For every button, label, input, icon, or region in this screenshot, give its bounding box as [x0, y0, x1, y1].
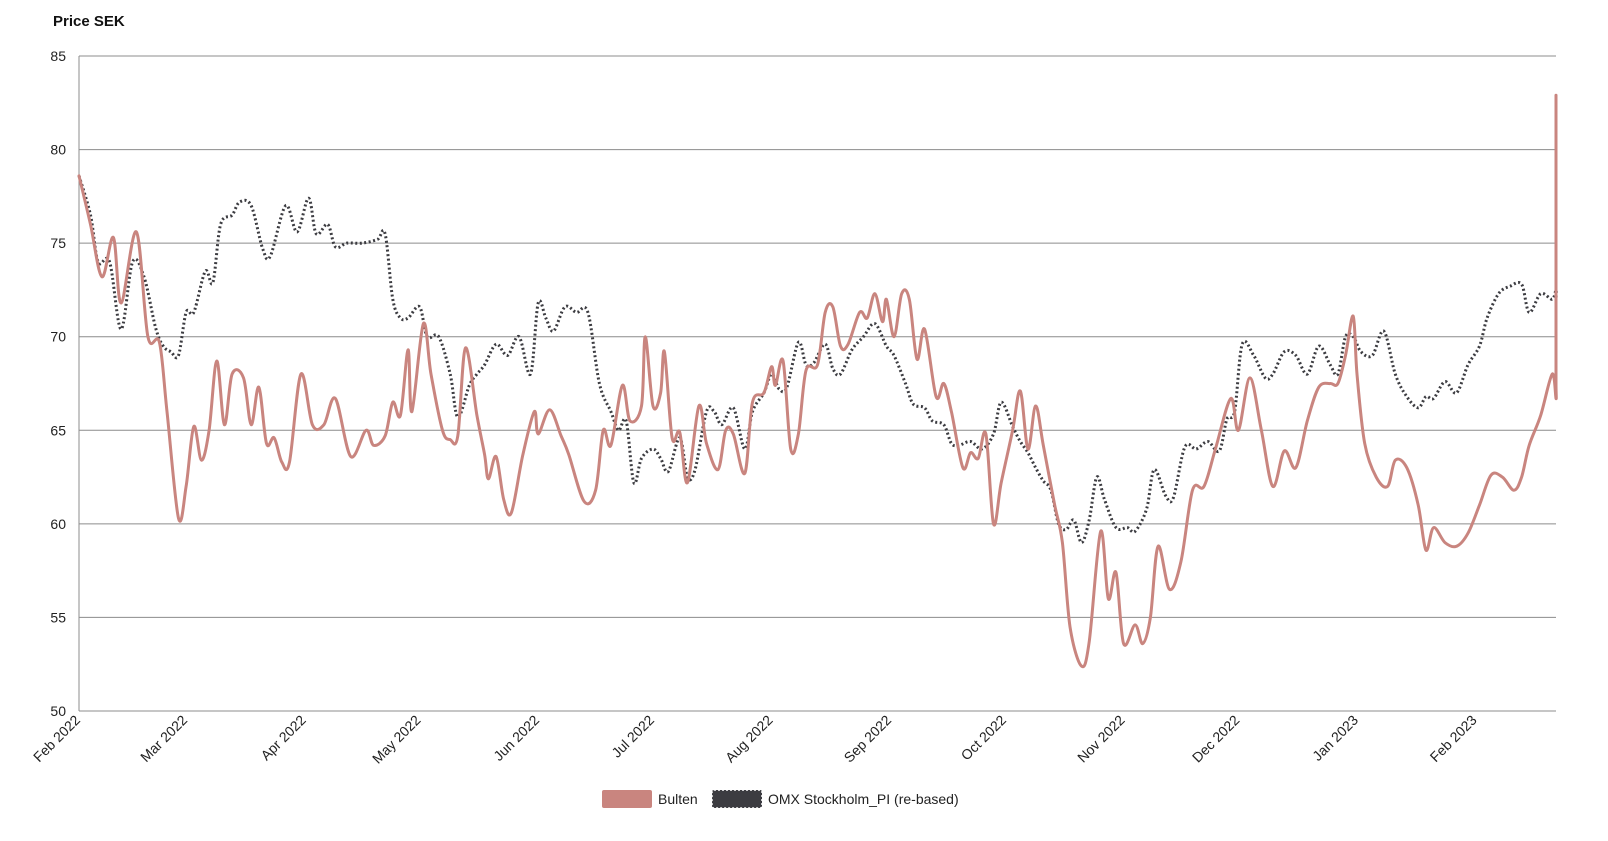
x-tick-11: Jan 2023 — [1309, 712, 1361, 764]
x-tick-5: Jul 2022 — [608, 712, 657, 761]
x-tick-7: Sep 2022 — [841, 712, 895, 766]
grid-lines — [78, 55, 1556, 712]
y-axis-title: Price SEK — [53, 13, 125, 30]
y-tick-75: 75 — [50, 235, 66, 251]
series-lines — [77, 93, 1558, 669]
legend-swatch-bulten — [602, 790, 652, 808]
y-tick-labels: 50 55 60 65 70 75 80 85 — [50, 48, 66, 719]
x-tick-2: Apr 2022 — [257, 712, 309, 764]
x-tick-3: May 2022 — [369, 712, 424, 767]
legend-label-omx: OMX Stockholm_PI (re-based) — [768, 791, 959, 807]
x-tick-labels: Feb 2022 Mar 2022 Apr 2022 May 2022 Jun 2022… — [30, 712, 1480, 767]
legend-label-bulten: Bulten — [658, 791, 698, 807]
y-tick-80: 80 — [50, 142, 66, 158]
legend-swatch-omx — [711, 789, 763, 809]
y-tick-70: 70 — [50, 329, 66, 345]
x-tick-1: Mar 2022 — [137, 712, 190, 765]
y-tick-85: 85 — [50, 48, 66, 64]
y-tick-55: 55 — [50, 609, 66, 625]
y-tick-60: 60 — [50, 516, 66, 532]
x-tick-0: Feb 2022 — [30, 712, 83, 765]
legend: Bulten OMX Stockholm_PI (re-based) — [602, 789, 959, 809]
x-tick-12: Feb 2023 — [1427, 712, 1480, 765]
x-tick-4: Jun 2022 — [490, 712, 542, 764]
y-tick-50: 50 — [50, 703, 66, 719]
series-line-bulten — [77, 93, 1558, 669]
y-tick-65: 65 — [50, 422, 66, 438]
x-tick-10: Dec 2022 — [1189, 712, 1243, 766]
series-line-omx — [77, 175, 1558, 545]
x-tick-6: Aug 2022 — [722, 712, 776, 766]
x-tick-8: Oct 2022 — [958, 712, 1010, 764]
x-tick-9: Nov 2022 — [1074, 712, 1128, 766]
